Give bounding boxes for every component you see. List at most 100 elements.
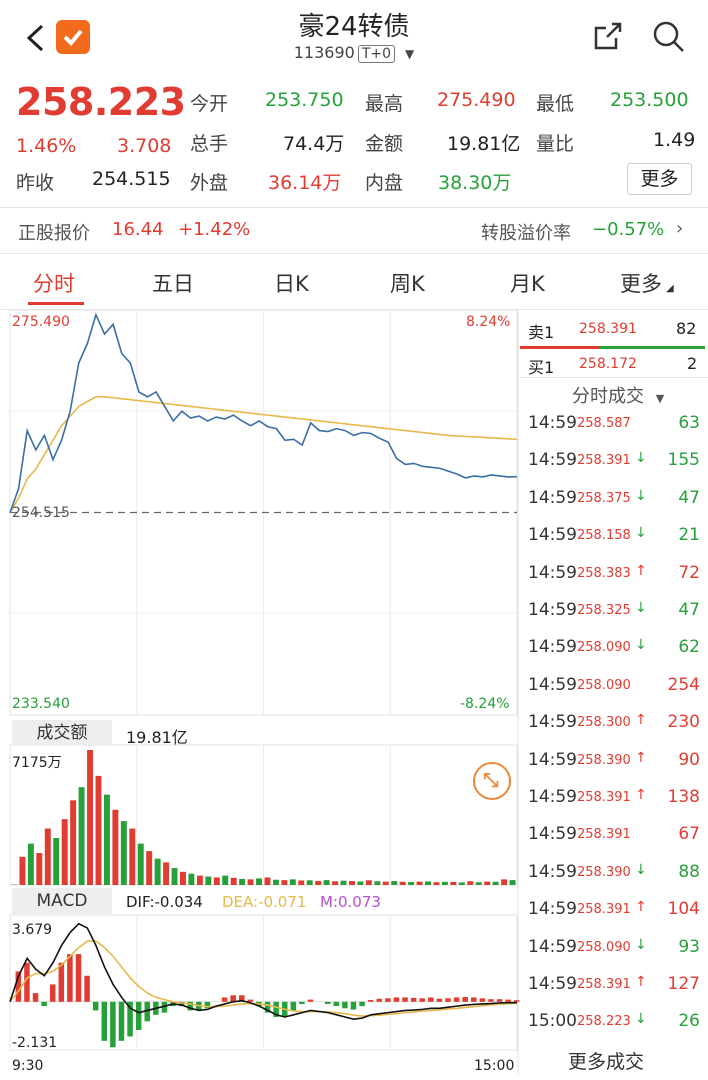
tick-row: 14:59 258.090 254	[528, 675, 700, 701]
volume-bar	[382, 881, 389, 885]
tick-time: 14:59	[528, 600, 577, 620]
macd-histogram-bar	[488, 999, 494, 1002]
tab-more-label: 更多	[620, 272, 662, 296]
vol-ratio-label: 量比	[536, 133, 575, 155]
macd-axis-top: 3.679	[12, 922, 53, 938]
tab-intraday[interactable]: 分时	[33, 272, 75, 296]
chevron-right-icon[interactable]: ›	[676, 218, 684, 239]
tick-price: 258.390	[577, 864, 631, 880]
macd-histogram-bar	[342, 1001, 348, 1009]
volume-bar	[340, 880, 347, 885]
macd-histogram-bar	[299, 1001, 305, 1004]
volume-bar	[129, 828, 136, 885]
tick-volume: 155	[667, 450, 700, 471]
tick-time: 14:59	[528, 787, 577, 807]
tick-time: 14:59	[528, 450, 577, 471]
tick-volume: 127	[667, 974, 700, 994]
macd-histogram-bar	[110, 1001, 116, 1048]
volume-bar	[95, 775, 102, 885]
volume-bar	[467, 881, 474, 885]
divider	[0, 253, 708, 254]
macd-panel-label[interactable]: MACD	[12, 888, 112, 914]
caret-down-icon: ▼	[655, 392, 665, 405]
volume-bar	[120, 821, 127, 885]
tick-volume: 62	[678, 637, 700, 658]
amount-label: 金额	[365, 133, 404, 155]
open-label: 今开	[190, 93, 229, 115]
volume-bar	[247, 879, 254, 885]
security-code: 113690	[293, 43, 355, 62]
volume-bar	[391, 881, 398, 885]
volume-bar	[146, 851, 153, 885]
search-icon[interactable]	[650, 18, 686, 54]
bid1-volume: 2	[687, 354, 698, 373]
amount-value: 19.81亿	[447, 133, 521, 155]
tick-volume: 26	[678, 1011, 700, 1032]
volume-panel-label[interactable]: 成交额	[12, 720, 112, 746]
tick-price: 258.223	[577, 1014, 631, 1030]
ask1-label: 卖1	[528, 323, 555, 342]
macd-histogram-bar	[41, 1001, 47, 1007]
volume-bar	[289, 879, 296, 885]
volume-bar	[492, 881, 499, 885]
volume-bar	[205, 876, 212, 885]
tick-row: 15:00 258.223 ↓ 26	[528, 1011, 700, 1037]
macd-histogram-bar	[514, 1000, 520, 1002]
volume-chart	[11, 750, 516, 885]
macd-histogram-bar	[471, 997, 477, 1002]
tab-monthly-k[interactable]: 月K	[510, 272, 545, 296]
volume-bar	[475, 882, 482, 885]
tick-price: 258.391	[577, 790, 631, 805]
macd-histogram-bar	[479, 998, 486, 1002]
security-code-row[interactable]: 113690 T+0 ▼	[0, 43, 708, 63]
tick-volume: 90	[678, 749, 700, 770]
macd-histogram-bar	[367, 1000, 374, 1002]
macd-histogram-bar	[273, 1001, 279, 1017]
tab-daily-k[interactable]: 日K	[274, 272, 309, 296]
tick-time: 15:00	[528, 1011, 577, 1032]
premium-label: 转股溢价率	[481, 223, 571, 244]
volume-bar	[416, 881, 423, 885]
share-icon[interactable]	[592, 18, 626, 54]
more-ticks-button[interactable]: 更多成交	[568, 1051, 645, 1073]
tick-time: 14:59	[528, 487, 577, 508]
volume-bar	[27, 843, 34, 885]
tick-volume: 230	[667, 712, 700, 733]
tick-volume: 254	[667, 674, 700, 695]
tick-row: 14:59 258.383 ↑ 72	[528, 563, 700, 589]
ticks-title[interactable]: 分时成交 ▼	[572, 382, 664, 408]
underlying-label: 正股报价	[18, 223, 90, 244]
macd-axis-bottom: -2.131	[12, 1035, 58, 1051]
app-logo-icon	[56, 20, 90, 54]
macd-histogram-bar	[350, 1001, 357, 1010]
volume-bar	[196, 875, 203, 885]
intraday-chart[interactable]	[0, 310, 520, 1075]
expand-icon[interactable]	[473, 762, 511, 800]
macd-histogram-bar	[419, 998, 425, 1002]
tick-row: 14:59 258.390 ↓ 88	[528, 862, 700, 888]
high-label: 最高	[365, 93, 404, 115]
tab-more[interactable]: 更多 ◢	[620, 268, 674, 298]
macd-histogram-bar	[127, 1001, 133, 1037]
up-arrow-icon: ↑	[635, 712, 647, 729]
tab-weekly-k[interactable]: 周K	[390, 272, 425, 296]
macd-histogram-bar	[58, 962, 65, 1002]
volume-bar	[103, 794, 110, 885]
macd-histogram-bar	[307, 999, 314, 1002]
macd-histogram-bar	[402, 997, 408, 1002]
tab-five-day[interactable]: 五日	[152, 272, 194, 296]
divider	[520, 377, 708, 378]
tick-price: 258.390	[577, 752, 631, 768]
caret-down-icon[interactable]: ▼	[405, 47, 415, 61]
macd-histogram-bar	[264, 1001, 271, 1013]
volume-bar	[425, 881, 431, 885]
vol-ratio-value: 1.49	[653, 129, 696, 151]
volume-bar	[112, 809, 119, 885]
tick-time: 14:59	[528, 824, 577, 845]
volume-bar	[509, 880, 516, 885]
macd-histogram-bar	[247, 999, 254, 1002]
volume-bar	[171, 868, 178, 885]
back-arrow-icon[interactable]	[22, 20, 48, 56]
more-quote-button[interactable]: 更多	[627, 163, 692, 195]
price-axis-ref: 254.515	[12, 505, 70, 521]
